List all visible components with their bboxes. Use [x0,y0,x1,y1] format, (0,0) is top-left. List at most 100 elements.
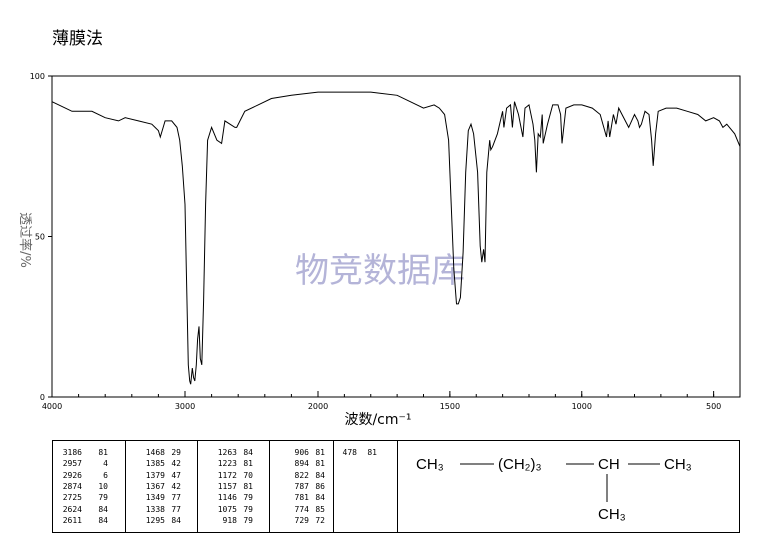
peak-wavenumber: 2926 [62,470,82,480]
y-axis-label: 透过率/% [17,212,33,268]
peak-table-row: 1385 42 [126,458,197,469]
peak-wavenumber: 2957 [62,459,82,469]
x-tick-label: 500 [706,402,721,411]
method-title: 薄膜法 [52,29,103,49]
peak-table-row: 2624 84 [53,504,125,515]
structure-ch3-right: CH₃ [664,456,692,473]
peak-transmittance: 42 [171,481,181,491]
peak-table-row: 1075 79 [198,504,269,515]
peak-transmittance: 84 [98,504,108,514]
ir-spectrum-chart: 4000 3000 2000 1500 1000 500 0 50 100 物竞数据库 波数/… [17,72,741,428]
x-tick-label: 2000 [308,402,328,411]
peak-wavenumber: 1146 [217,493,237,503]
peak-table-row: 906 81 [270,447,333,458]
peak-table-row: 1146 79 [198,492,269,503]
peak-wavenumber: 478 [342,448,357,457]
peak-transmittance: 79 [243,515,253,525]
peak-transmittance: 10 [98,481,108,491]
peak-table-row: 781 84 [270,492,333,503]
peak-wavenumber: 1172 [217,470,237,480]
peak-table-row: 1223 81 [198,458,269,469]
peak-wavenumber: 3186 [62,448,82,457]
x-axis-label: 波数/cm⁻¹ [344,412,411,428]
peak-wavenumber: 1338 [145,504,165,514]
peak-transmittance: 81 [315,459,325,469]
peak-table-column: 1468 29 1385 42 1379 47 1367 42 1349 77 1338 77 1295… [126,441,198,532]
peak-wavenumber: 781 [294,493,309,503]
peak-wavenumber: 1223 [217,459,237,469]
peak-transmittance: 81 [367,448,377,457]
peak-table-row: 1468 29 [126,447,197,458]
peak-wavenumber: 822 [294,470,309,480]
peak-wavenumber: 2611 [62,515,82,525]
peak-table-row: 1295 84 [126,515,197,526]
peak-wavenumber: 774 [294,504,309,514]
peak-table-column: 1263 84 1223 81 1172 70 1157 81 1146 79 1075 79 918 7… [198,441,270,532]
peak-table-row: 478 81 [334,447,397,458]
peak-wavenumber: 729 [294,515,309,525]
peak-transmittance: 77 [171,504,181,514]
peak-table-row: 2874 10 [53,481,125,492]
peak-wavenumber: 1379 [145,470,165,480]
peak-wavenumber: 1157 [217,481,237,491]
peak-transmittance: 4 [103,459,108,469]
peak-transmittance: 77 [171,493,181,503]
peak-wavenumber: 2874 [62,481,82,491]
peak-table-column: 478 81 [334,441,398,532]
structure-formula: CH₃ (CH₂)₃ CH CH₃ CH₃ [398,441,739,532]
peak-wavenumber: 1263 [217,448,237,457]
peak-transmittance: 81 [98,448,108,457]
peak-table-row: 3186 81 [53,447,125,458]
y-tick-label: 100 [30,72,45,81]
peak-transmittance: 70 [243,470,253,480]
peak-table-row: 729 72 [270,515,333,526]
peak-wavenumber: 1295 [145,515,165,525]
peak-transmittance: 42 [171,459,181,469]
structure-ch2-group: (CH₂)₃ [498,456,542,473]
peak-wavenumber: 1367 [145,481,165,491]
peak-table-row: 1349 77 [126,492,197,503]
peak-table-row: 774 85 [270,504,333,515]
x-tick-label: 3000 [175,402,195,411]
peak-transmittance: 86 [315,481,325,491]
peak-table-row: 1367 42 [126,481,197,492]
watermark: 物竞数据库 [295,251,465,291]
peak-transmittance: 29 [171,448,181,457]
peak-wavenumber: 1349 [145,493,165,503]
peak-transmittance: 47 [171,470,181,480]
peak-wavenumber: 1468 [145,448,165,457]
peak-wavenumber: 894 [294,459,309,469]
peak-transmittance: 79 [243,504,253,514]
peak-transmittance: 84 [243,448,253,457]
peak-table-row: 1172 70 [198,470,269,481]
peak-wavenumber: 1385 [145,459,165,469]
peak-wavenumber: 1075 [217,504,237,514]
peak-table-row: 787 86 [270,481,333,492]
peak-transmittance: 79 [243,493,253,503]
peak-table-row: 894 81 [270,458,333,469]
peak-transmittance: 85 [315,504,325,514]
peak-table-row: 1338 77 [126,504,197,515]
structure-ch3-branch: CH₃ [598,506,626,523]
peak-transmittance: 84 [315,470,325,480]
x-tick-label: 4000 [42,402,62,411]
peak-table-row: 2926 6 [53,470,125,481]
x-tick-label: 1500 [440,402,460,411]
peak-table-row: 1157 81 [198,481,269,492]
peak-wavenumber: 787 [294,481,309,491]
peak-table-row: 918 79 [198,515,269,526]
peak-table-row: 2957 4 [53,458,125,469]
peak-transmittance: 84 [98,515,108,525]
peak-table-row: 1379 47 [126,470,197,481]
peak-wavenumber: 906 [294,448,309,457]
y-axis-ticks: 0 50 100 [30,72,52,402]
peak-wavenumber: 2624 [62,504,82,514]
peak-transmittance: 79 [98,493,108,503]
peak-table: CH₃ (CH₂)₃ CH CH₃ CH₃ 3186 81 2957 4 2926 6 28… [52,440,740,533]
peak-table-row: 1263 84 [198,447,269,458]
x-axis-ticks: 4000 3000 2000 1500 1000 500 [42,391,721,411]
peak-transmittance: 72 [315,515,325,525]
structure-ch: CH [598,456,620,473]
peak-table-column: 906 81 894 81 822 84 787 86 781 84 774 85 729 72 [270,441,334,532]
peak-transmittance: 84 [171,515,181,525]
